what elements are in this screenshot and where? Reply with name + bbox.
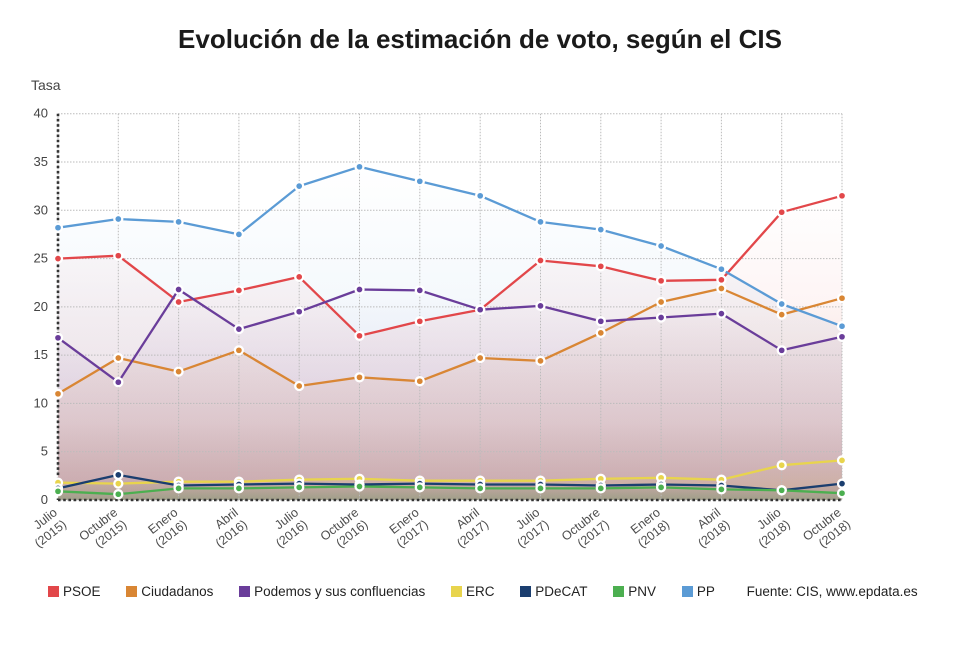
svg-text:10: 10 xyxy=(34,395,48,410)
svg-text:40: 40 xyxy=(34,106,48,121)
svg-text:25: 25 xyxy=(34,251,48,266)
svg-text:35: 35 xyxy=(34,154,48,169)
svg-text:20: 20 xyxy=(34,299,48,314)
svg-text:0: 0 xyxy=(41,492,48,507)
svg-text:5: 5 xyxy=(41,444,48,459)
svg-text:15: 15 xyxy=(34,347,48,362)
svg-text:30: 30 xyxy=(34,202,48,217)
